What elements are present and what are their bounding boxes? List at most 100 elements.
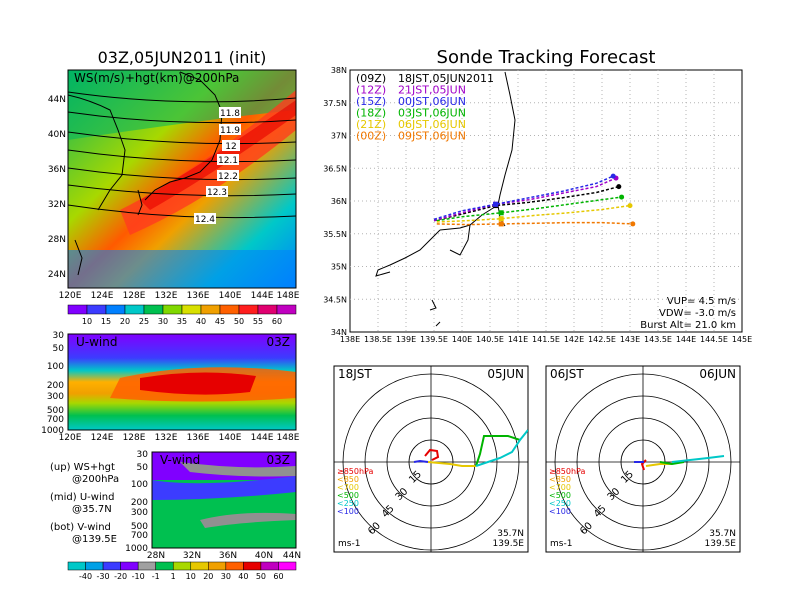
contour-label: 11.8 [220, 109, 240, 119]
colorbar-swatch [257, 304, 278, 315]
colorbar-swatch [67, 304, 88, 315]
lat-tick: 32N [48, 200, 66, 210]
colorbar-swatch [260, 561, 279, 571]
lat-tick: 44N [48, 95, 66, 105]
v-wind-panel: V-wind 03Z 30 50 100 200 300 500 700 100… [125, 450, 301, 561]
colorbar-swatch [105, 304, 126, 315]
colorbar-swatch [190, 561, 209, 571]
lon-tick: 138E [340, 335, 360, 344]
track-line [433, 177, 617, 222]
lat-tick: 36N [48, 165, 66, 175]
colorbar-label: -40 [79, 572, 92, 581]
p-tick: 500 [47, 406, 64, 416]
contour-labels: 11.8 11.9 12 12.1 12.2 12.3 12.4 [194, 107, 241, 225]
lon-tick: 128E [123, 433, 146, 443]
colorbar-label: 25 [139, 317, 149, 326]
hodo-level-label: <250 [549, 499, 571, 508]
hodo-date: 06JUN [699, 367, 736, 381]
track-map-panel: 138E 138.5E 139E 139.5E 140E 140.5E 141E 141.5E… [323, 66, 752, 344]
u-lon-ticks: 120E 124E 128E 132E 136E 140E 144E 148E [59, 433, 300, 443]
contour-label: 12 [225, 142, 236, 152]
hodo-level-label: <700 [549, 483, 571, 492]
hodo-time: 06JST [550, 367, 584, 381]
ws-colorbar: 10 15 20 25 30 35 40 45 50 55 60 [67, 304, 297, 326]
colorbar-swatch [67, 561, 86, 571]
colorbar-swatch [276, 304, 297, 315]
ws-map-panel: WS(m/s)+hgt(km)@200hPa 11.8 11.9 12 12.1… [48, 69, 300, 301]
p-tick: 300 [47, 392, 64, 402]
lon-tick: 142E [564, 335, 584, 344]
track-burst-marker [498, 221, 504, 227]
track-legend: (09Z) 18JST,05JUN2011 (12Z) 21JST,05JUN (15Z… [356, 72, 494, 143]
hodo-lon: 139.5E [493, 539, 525, 549]
p-tick: 500 [131, 522, 148, 532]
track-end-point [610, 173, 616, 179]
colorbar-swatch [124, 304, 145, 315]
lat-tick: 36N [331, 197, 347, 206]
lat-tick: 37N [331, 132, 347, 141]
map-lat-ticks: 44N 40N 36N 32N 28N 24N [48, 95, 66, 280]
lon-tick: 144E [251, 291, 274, 301]
legend-jst: 00JST,06JUN [398, 95, 466, 108]
colorbar-label: -1 [152, 572, 160, 581]
legend-utc: (09Z) [356, 72, 386, 85]
note-up-1: (up) WS+hgt [50, 462, 115, 473]
lon-tick: 143.5E [644, 335, 672, 344]
track-lines [433, 173, 636, 227]
track-line [436, 196, 622, 222]
hodo-unit: ms-1 [338, 539, 360, 549]
p-tick: 200 [131, 498, 148, 508]
hodo-date: 05JUN [487, 367, 524, 381]
lon-tick: 132E [155, 291, 178, 301]
hodo-trace [427, 461, 476, 467]
lat-tick: 44N [283, 551, 301, 561]
track-end-point [616, 184, 622, 190]
legend-jst: 18JST,05JUN2011 [398, 72, 494, 85]
colorbar-label: 15 [101, 317, 111, 326]
colorbar-label: -20 [114, 572, 127, 581]
colorbar-label: 40 [238, 572, 248, 581]
lon-tick: 140E [219, 433, 242, 443]
lon-tick: 144E [676, 335, 696, 344]
hodo-lon: 139.5E [705, 539, 737, 549]
colorbar-swatch [155, 561, 174, 571]
colorbar-label: 45 [215, 317, 225, 326]
hodo-level-label: <700 [337, 483, 359, 492]
legend-jst: 09JST,06JUN [398, 130, 466, 143]
v-panel-label: V-wind [160, 453, 200, 467]
colorbar-label: 60 [272, 317, 282, 326]
v-lat-ticks: 28N 32N 36N 40N 44N [147, 551, 301, 561]
track-line [436, 221, 633, 226]
lon-tick: 132E [155, 433, 178, 443]
lon-tick: 136E [187, 433, 210, 443]
left-title: 03Z,05JUN2011 (init) [98, 48, 267, 67]
p-tick: 100 [47, 362, 64, 372]
hodo-trace [413, 459, 429, 463]
track-burst-marker [498, 216, 504, 222]
p-tick: 100 [131, 480, 148, 490]
hodo-trace [659, 461, 685, 466]
contour-label: 11.9 [220, 126, 240, 136]
lat-tick: 34.5N [323, 295, 347, 304]
lon-tick: 142.5E [588, 335, 616, 344]
colorbar-label: 10 [82, 317, 92, 326]
lat-tick: 36.5N [323, 164, 347, 173]
lat-tick: 38N [331, 66, 347, 75]
hodo-level-label: <850 [337, 475, 359, 484]
colorbar-label: 60 [273, 572, 283, 581]
colorbar-swatch [137, 561, 156, 571]
colorbar-swatch [120, 561, 139, 571]
p-tick: 30 [53, 331, 65, 341]
legend-utc: (12Z) [356, 84, 386, 97]
u-panel-label: U-wind [76, 335, 117, 349]
hodo-level-label: <100 [549, 507, 571, 516]
lat-tick: 28N [48, 235, 66, 245]
u-wind-panel: U-wind 03Z 30 50 100 200 300 500 700 100… [41, 331, 300, 443]
p-tick: 1000 [41, 426, 64, 436]
lon-tick: 148E [277, 433, 300, 443]
lon-tick: 120E [59, 291, 82, 301]
p-tick: 50 [137, 463, 149, 473]
colorbar-label: 30 [221, 572, 231, 581]
